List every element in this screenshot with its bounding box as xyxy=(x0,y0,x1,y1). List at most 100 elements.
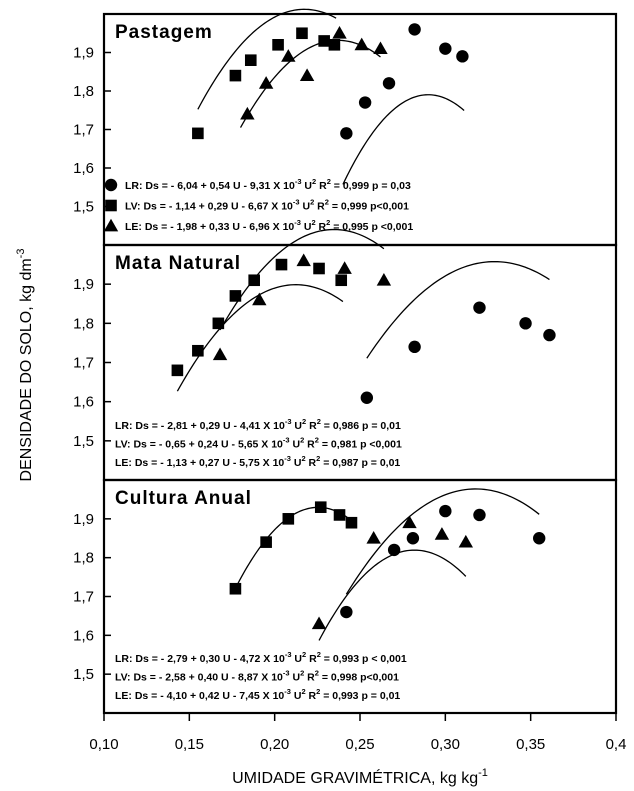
y-tick-label: 1,7 xyxy=(73,355,94,372)
equation-superscript: -3 xyxy=(283,436,290,445)
equation-superscript: -3 xyxy=(293,198,300,207)
point-lv xyxy=(333,509,346,521)
equation-superscript: -3 xyxy=(294,218,301,227)
y-tick-label: 1,7 xyxy=(73,122,94,139)
equation-segment: U xyxy=(292,653,303,665)
equation-segment: LV: Ds = - 1,14 + 0,29 U - 6,67 X 10 xyxy=(125,201,293,213)
equation-le: LE: Ds = - 1,13 + 0,27 U - 5,75 X 10-3 U… xyxy=(115,454,400,469)
point-le xyxy=(281,49,296,62)
panel-1: 1,5 1,6 1,7 1,8 1,9 Pastagem LR: Ds = - 6,04 +… xyxy=(73,8,618,247)
point-lv xyxy=(192,344,204,357)
x-tick-label: 0,4 xyxy=(606,736,627,753)
equation-superscript: 2 xyxy=(316,687,320,696)
equation-lv: LV: Ds = - 2,58 + 0,40 U - 8,87 X 10-3 U… xyxy=(115,669,399,684)
point-lv xyxy=(272,39,284,51)
equation-superscript: -3 xyxy=(285,417,292,426)
x-tick-label: 0,25 xyxy=(345,736,374,753)
point-le xyxy=(212,347,228,361)
point-le xyxy=(240,106,255,120)
y-tick-label: 1,8 xyxy=(73,83,94,100)
equation-superscript: -3 xyxy=(285,650,292,659)
fit-curve-le xyxy=(239,39,381,128)
equation-lv: LV: Ds = - 0,65 + 0,24 U - 5,65 X 10-3 U… xyxy=(115,436,402,451)
y-tick-label: 1,6 xyxy=(73,160,94,177)
equation-segment: R xyxy=(304,439,315,451)
equation-superscript: -3 xyxy=(284,687,291,696)
point-lr xyxy=(439,504,452,518)
x-tick-label: 0,30 xyxy=(431,736,460,753)
x-tick-label: 0,35 xyxy=(516,736,545,753)
equation-superscript: 2 xyxy=(326,218,330,227)
point-lv xyxy=(171,364,184,377)
equation-segment: LR: Ds = - 2,81 + 0,29 U - 4,41 X 10 xyxy=(115,420,285,432)
equation-le: LE: Ds = - 1,98 + 0,33 U - 6,96 X 10-3 U… xyxy=(125,218,413,233)
y-tick-label: 1,8 xyxy=(73,315,94,332)
panel-title: Cultura Anual xyxy=(115,488,252,509)
point-lv xyxy=(275,258,288,271)
point-le xyxy=(311,616,327,630)
y-tick-label: 1,9 xyxy=(73,511,94,528)
point-lr xyxy=(340,605,353,619)
equation-segment: R xyxy=(306,420,317,432)
point-lr xyxy=(519,317,532,330)
equation-segment: LE: Ds = - 1,98 + 0,33 U - 6,96 X 10 xyxy=(125,221,294,233)
legend-marker-lv xyxy=(105,199,117,212)
equation-superscript: 2 xyxy=(327,177,331,186)
y-tick-label: 1,6 xyxy=(73,394,94,411)
equation-superscript: 2 xyxy=(300,436,304,445)
point-le xyxy=(296,253,311,267)
point-lv xyxy=(244,54,257,66)
fit-curve-lr xyxy=(366,260,550,359)
equation-segment: = 0,995 p <0,001 xyxy=(330,221,413,233)
x-tick-label: 0,20 xyxy=(260,736,289,753)
point-le xyxy=(337,261,352,274)
panel-title: Pastagem xyxy=(115,22,213,43)
equation-superscript: 2 xyxy=(315,669,319,678)
y-tick-label: 1,6 xyxy=(73,627,94,644)
x-tick-label: 0,10 xyxy=(89,736,118,753)
equation-segment: = 0,993 p = 0,01 xyxy=(320,690,400,702)
legend-marker-lr xyxy=(104,178,118,192)
equation-segment: U xyxy=(290,672,301,684)
fit-curve-le xyxy=(318,549,467,641)
equation-superscript: 2 xyxy=(301,454,305,463)
equation-segment: = 0,993 p < 0,001 xyxy=(321,653,407,665)
fit-curve-lr xyxy=(345,488,540,595)
equation-segment: R xyxy=(316,180,327,192)
x-axis-title-superscript: -1 xyxy=(478,767,488,779)
y-axis-title: DENSIDADE DO SOLO, kg dm-3 xyxy=(15,249,35,482)
x-axis-title: UMIDADE GRAVIMÉTRICA, kg kg-1 xyxy=(232,767,488,787)
equation-segment: R xyxy=(306,653,317,665)
point-lr xyxy=(533,532,546,545)
equation-le: LE: Ds = - 4,10 + 0,42 U - 7,45 X 10-3 U… xyxy=(115,687,400,702)
panel-2: 1,5 1,6 1,7 1,8 1,9 Mata Natural LR: Ds = - 2,… xyxy=(73,228,618,482)
point-lr xyxy=(360,391,374,404)
equation-superscript: 2 xyxy=(301,687,305,696)
equation-superscript: 2 xyxy=(315,436,319,445)
equation-superscript: 2 xyxy=(302,417,306,426)
fit-curve-lr xyxy=(342,94,465,185)
equation-superscript: -3 xyxy=(284,454,291,463)
equation-segment: LE: Ds = - 1,13 + 0,27 U - 5,75 X 10 xyxy=(115,457,284,469)
point-le xyxy=(366,531,381,544)
point-lv xyxy=(313,262,325,275)
equation-lr: LR: Ds = - 2,81 + 0,29 U - 4,41 X 10-3 U… xyxy=(115,417,401,432)
point-lv xyxy=(229,290,242,302)
equation-superscript: 2 xyxy=(300,669,304,678)
x-axis-title-text: UMIDADE GRAVIMÉTRICA, kg kg xyxy=(232,768,478,787)
point-le xyxy=(373,41,388,55)
point-le xyxy=(434,527,450,540)
point-lv xyxy=(260,536,272,548)
equation-segment: R xyxy=(314,201,325,213)
point-lr xyxy=(406,532,420,545)
equation-superscript: 2 xyxy=(325,198,329,207)
equation-segment: LR: Ds = - 6,04 + 0,54 U - 9,31 X 10 xyxy=(125,180,295,192)
point-lr xyxy=(543,328,556,342)
y-axis-title-superscript: -3 xyxy=(15,249,27,259)
point-le xyxy=(299,68,315,81)
equation-superscript: 2 xyxy=(317,417,321,426)
point-lv xyxy=(328,39,341,51)
equation-segment: = 0,987 p = 0,01 xyxy=(320,457,400,469)
equation-superscript: 2 xyxy=(302,650,306,659)
equation-segment: LR: Ds = - 2,79 + 0,30 U - 4,72 X 10 xyxy=(115,653,285,665)
